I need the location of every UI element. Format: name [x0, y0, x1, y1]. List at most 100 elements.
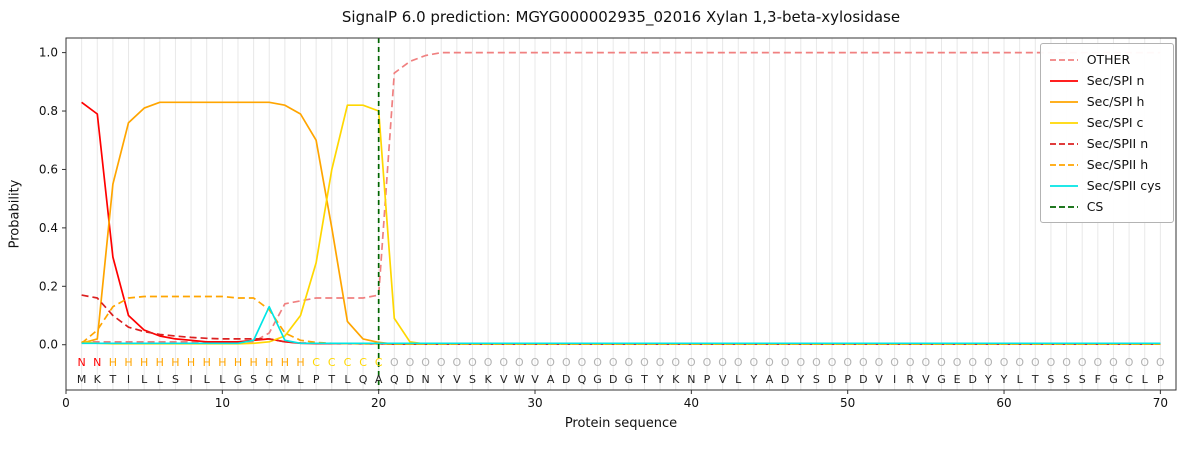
residue-letter: L	[204, 373, 211, 386]
series-line-sec-spi-c	[81, 104, 1161, 345]
series-line-sec-spii-h	[81, 295, 1161, 345]
annotation-letter: O	[484, 356, 493, 369]
legend-line-sample	[1049, 79, 1078, 82]
residue-letter: Y	[656, 373, 664, 386]
legend-label: Sec/SPII h	[1086, 157, 1149, 172]
residue-letter: S	[469, 373, 476, 386]
legend-line-sample	[1049, 100, 1078, 103]
x-tick-label: 70	[1153, 396, 1168, 410]
y-tick-label: 0.2	[39, 279, 58, 293]
residue-letter: A	[547, 373, 555, 386]
residue-letter: R	[906, 373, 914, 386]
annotation-letter: O	[843, 356, 852, 369]
residue-letter: E	[954, 373, 961, 386]
residue-letter: P	[844, 373, 851, 386]
annotation-letter: O	[546, 356, 555, 369]
residue-letter: S	[1079, 373, 1086, 386]
residue-letter: G	[593, 373, 602, 386]
annotation-letter: O	[953, 356, 962, 369]
residue-letter: P	[1157, 373, 1164, 386]
annotation-letter: H	[249, 356, 257, 369]
annotation-letter: C	[359, 356, 367, 369]
residue-letter: L	[157, 373, 164, 386]
y-tick-label: 1.0	[39, 46, 58, 60]
annotation-letter: O	[1015, 356, 1024, 369]
residue-letter: K	[485, 373, 493, 386]
residue-letter: L	[141, 373, 148, 386]
residue-letter: I	[127, 373, 130, 386]
legend-line-sample	[1049, 142, 1078, 145]
annotation-letter: H	[171, 356, 179, 369]
annotation-letter: O	[1093, 356, 1102, 369]
residue-letter: L	[344, 373, 351, 386]
legend-line-sample	[1049, 121, 1078, 124]
x-tick-label: 40	[684, 396, 699, 410]
residue-letter: Q	[578, 373, 587, 386]
legend-label: Sec/SPI n	[1086, 73, 1145, 88]
annotation-letter: O	[499, 356, 508, 369]
legend-line-sample	[1049, 58, 1078, 61]
residue-letter: V	[719, 373, 727, 386]
annotation-letter: O	[1109, 356, 1118, 369]
annotation-letter: O	[656, 356, 665, 369]
legend-label: Sec/SPII n	[1086, 136, 1149, 151]
residue-letter: I	[189, 373, 192, 386]
legend-item-sec-spi-n: Sec/SPI n	[1049, 70, 1161, 91]
annotation-letter: H	[156, 356, 164, 369]
residue-letter: P	[704, 373, 711, 386]
residue-letter: L	[1142, 373, 1149, 386]
residue-letter: D	[609, 373, 617, 386]
annotation-letter: O	[453, 356, 462, 369]
residue-letter: C	[1125, 373, 1133, 386]
y-axis-label: Probability	[7, 179, 23, 249]
annotation-letter: O	[781, 356, 790, 369]
residue-letter: Y	[437, 373, 445, 386]
plot-title: SignalP 6.0 prediction: MGYG000002935_02…	[341, 8, 901, 26]
annotation-letter: O	[859, 356, 868, 369]
x-tick-label: 50	[840, 396, 855, 410]
axes-frame	[65, 37, 1177, 391]
annotation-letter: O	[718, 356, 727, 369]
legend-label: Sec/SPI c	[1086, 115, 1144, 130]
residue-letter: N	[421, 373, 429, 386]
annotation-letter: O	[609, 356, 618, 369]
residue-letter: D	[859, 373, 867, 386]
residue-letter: Y	[984, 373, 992, 386]
annotation-letter: N	[93, 356, 101, 369]
annotation-letter: H	[281, 356, 289, 369]
residue-letter: L	[219, 373, 226, 386]
annotation-letter: C	[328, 356, 336, 369]
residue-letter: L	[1017, 373, 1024, 386]
annotation-letter: H	[203, 356, 211, 369]
legend-line-sample	[1049, 163, 1078, 166]
annotation-letter: O	[828, 356, 837, 369]
residue-letter: V	[531, 373, 539, 386]
legend-item-sec-spi-h: Sec/SPI h	[1049, 91, 1161, 112]
residue-letter: D	[828, 373, 836, 386]
residue-letter: P	[313, 373, 320, 386]
residue-letter: Q	[359, 373, 368, 386]
annotation-letter: C	[312, 356, 320, 369]
series-line-sec-spi-n	[81, 101, 1161, 345]
annotation-letter: H	[109, 356, 117, 369]
residue-letter: Y	[750, 373, 758, 386]
series-line-other	[81, 51, 1161, 343]
annotation-letter: O	[812, 356, 821, 369]
y-tick-label: 0.4	[39, 221, 58, 235]
legend-item-sec-spii-n: Sec/SPII n	[1049, 133, 1161, 154]
legend-label: Sec/SPI h	[1086, 94, 1145, 109]
annotation-letter: O	[1156, 356, 1165, 369]
annotation-letter: H	[265, 356, 273, 369]
residue-letter: G	[234, 373, 243, 386]
residue-letter: G	[625, 373, 634, 386]
x-tick-label: 60	[996, 396, 1011, 410]
annotation-letter: O	[671, 356, 680, 369]
legend-item-sec-spii-h: Sec/SPII h	[1049, 154, 1161, 175]
y-tick-label: 0.8	[39, 104, 58, 118]
residue-letter: A	[375, 373, 383, 386]
annotation-letter: O	[406, 356, 415, 369]
legend-label: CS	[1086, 199, 1104, 214]
residue-letter: Q	[390, 373, 399, 386]
